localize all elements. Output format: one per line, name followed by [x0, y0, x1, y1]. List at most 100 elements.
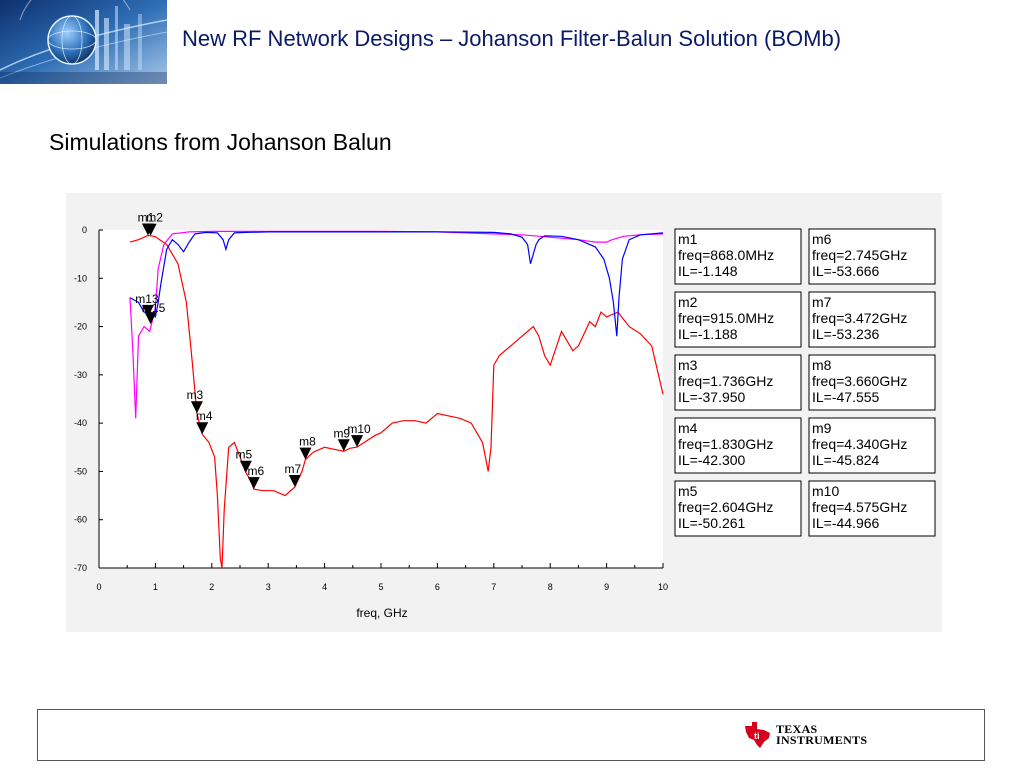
y-tick-label: -50 [74, 466, 87, 476]
marker-m4: m4 [196, 409, 213, 435]
marker-box-frame [808, 291, 936, 348]
y-tick-label: -70 [74, 563, 87, 573]
marker-readout-boxes: m1freq=868.0MHzIL=-1.148m2freq=915.0MHzI… [674, 228, 936, 537]
marker-box-name: m8 [812, 357, 832, 373]
y-tick-label: 0 [82, 225, 87, 235]
marker-triangle-icon [239, 460, 252, 473]
chart-axes: 0 -10 -20 -30 -40 -50 -60 -70 0 1 2 3 4 5 6 7 8 9 10 [74, 225, 668, 592]
marker-triangle-icon [299, 447, 312, 460]
marker-box-il: IL=-47.555 [812, 389, 880, 405]
marker-label: m4 [196, 409, 213, 423]
marker-box-freq: freq=868.0MHz [678, 247, 774, 263]
marker-box-name: m7 [812, 294, 832, 310]
marker-box-freq: freq=3.472GHz [812, 310, 907, 326]
marker-label: m5 [236, 448, 253, 462]
marker-triangle-icon [141, 304, 154, 317]
marker-label: m7 [284, 462, 301, 476]
marker-box-frame [808, 480, 936, 537]
marker-m2: m2 [144, 211, 163, 236]
marker-box-frame [674, 291, 802, 348]
plot-area [99, 230, 663, 568]
marker-box-il: IL=-37.950 [678, 389, 746, 405]
marker-box-freq: freq=2.745GHz [812, 247, 907, 263]
x-tick-label: 8 [548, 582, 553, 592]
marker-box-name: m5 [678, 483, 698, 499]
marker-label: m15 [142, 301, 166, 315]
marker-m6: m6 [247, 464, 264, 490]
marker-box-name: m4 [678, 420, 698, 436]
marker-box-frame [674, 228, 802, 285]
marker-box-il: IL=-53.666 [812, 263, 880, 279]
simulation-chart: 0-10-20-30-40-50-60-700 1 2 3 4 5 6 7 8 9 10 m1m2m… [74, 211, 936, 620]
marker-label: m8 [299, 435, 316, 449]
y-tick-label: -40 [74, 418, 87, 428]
x-tick-label: 7 [491, 582, 496, 592]
y-tick-label: -10 [74, 273, 87, 283]
series-line-3 [129, 231, 664, 337]
x-tick-label: 6 [435, 582, 440, 592]
header-logo [0, 0, 167, 84]
marker-triangle-icon [288, 475, 301, 488]
x-tick-label: 0 [96, 582, 101, 592]
marker-label: m2 [146, 211, 163, 225]
marker-box-name: m9 [812, 420, 832, 436]
company-name-line2: Instruments [776, 733, 868, 747]
marker-m3: m3 [187, 388, 204, 414]
texas-instruments-logo: ti Texas Instruments [742, 718, 867, 752]
marker-m13: m13 [135, 292, 159, 317]
marker-box-il: IL=-53.236 [812, 326, 880, 342]
marker-label: m3 [187, 388, 204, 402]
marker-triangle-icon [144, 312, 157, 325]
marker-box-frame [674, 354, 802, 411]
marker-box-name: m3 [678, 357, 698, 373]
marker-triangle-icon [144, 223, 157, 236]
texas-state-icon: ti [745, 722, 770, 748]
marker-box-il: IL=-44.966 [812, 515, 880, 531]
globe-logo-icon [0, 0, 167, 84]
y-tick-label: -30 [74, 370, 87, 380]
marker-label: m10 [347, 422, 371, 436]
marker-box-il: IL=-45.824 [812, 452, 880, 468]
x-tick-label: 4 [322, 582, 327, 592]
series-line-1 [129, 234, 664, 569]
marker-box-freq: freq=4.340GHz [812, 436, 907, 452]
marker-box-freq: freq=1.736GHz [678, 373, 773, 389]
marker-m9: m9 [333, 426, 350, 452]
marker-box-freq: freq=915.0MHz [678, 310, 774, 326]
marker-box-freq: freq=4.575GHz [812, 499, 907, 515]
x-tick-label: 10 [658, 582, 668, 592]
y-tick-label: -20 [74, 322, 87, 332]
marker-box-frame [808, 354, 936, 411]
marker-box-name: m2 [678, 294, 698, 310]
marker-box-name: m10 [812, 483, 839, 499]
marker-box-il: IL=-42.300 [678, 452, 746, 468]
footer-bar [37, 709, 985, 761]
marker-box-freq: freq=3.660GHz [812, 373, 907, 389]
marker-box-freq: freq=2.604GHz [678, 499, 773, 515]
marker-box-freq: freq=1.830GHz [678, 436, 773, 452]
marker-box-frame [674, 480, 802, 537]
chart-series [129, 230, 664, 569]
x-tick-label: 9 [604, 582, 609, 592]
marker-triangle-icon [196, 422, 209, 435]
slide-subtitle: Simulations from Johanson Balun [49, 129, 392, 155]
marker-box-frame [808, 417, 936, 474]
x-tick-label: 2 [209, 582, 214, 592]
marker-label: m9 [333, 426, 350, 440]
marker-box-il: IL=-50.261 [678, 515, 746, 531]
x-tick-label: 3 [266, 582, 271, 592]
marker-box-frame [674, 417, 802, 474]
marker-m7: m7 [284, 462, 301, 488]
marker-m10: m10 [347, 422, 371, 448]
marker-label: m13 [135, 292, 159, 306]
